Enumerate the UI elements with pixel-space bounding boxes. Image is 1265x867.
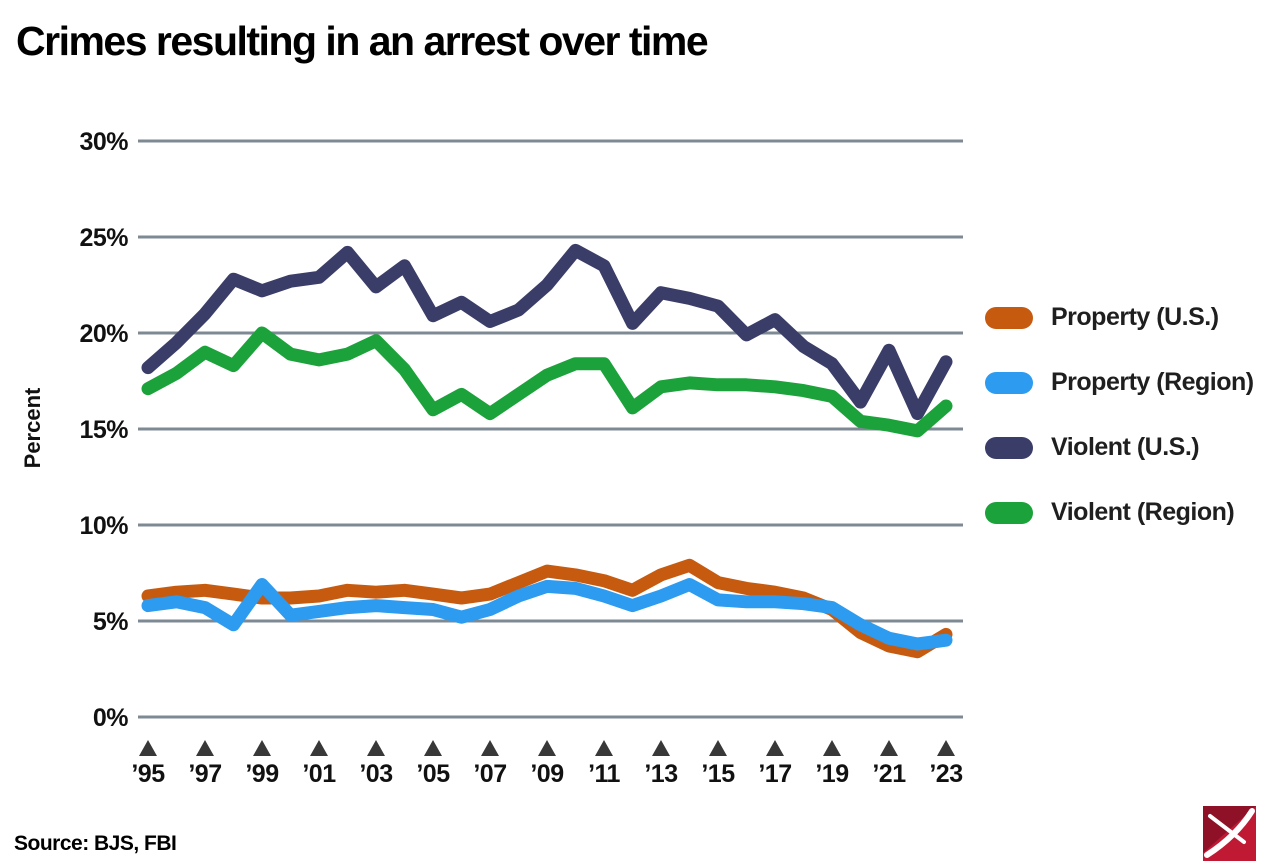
x-tick-label: ’17 [758, 760, 791, 788]
legend-swatch-icon [985, 436, 1033, 459]
legend-item-property-region-: Property (Region) [985, 368, 1254, 397]
x-tick-triangle-icon [538, 740, 556, 756]
y-tick-label: 20% [79, 320, 128, 348]
publisher-logo-icon [1203, 806, 1256, 861]
x-tick-label: ’15 [701, 760, 735, 788]
x-tick-triangle-icon [253, 740, 271, 756]
x-tick-triangle-icon [880, 740, 898, 756]
y-tick-label: 0% [93, 704, 128, 732]
y-tick-label: 5% [93, 608, 128, 636]
x-tick-triangle-icon [709, 740, 727, 756]
x-tick-label: ’03 [359, 760, 392, 788]
x-tick-triangle-icon [196, 740, 214, 756]
legend-swatch-icon [985, 371, 1033, 394]
legend-item-violent-u-s-: Violent (U.S.) [985, 433, 1254, 462]
legend-swatch-icon [985, 501, 1033, 524]
x-tick-label: ’23 [929, 760, 962, 788]
legend-label: Violent (Region) [1051, 498, 1235, 526]
chart-legend: Property (U.S.) Property (Region) Violent … [985, 303, 1254, 527]
x-tick-label: ’19 [815, 760, 848, 788]
x-tick-triangle-icon [424, 740, 442, 756]
x-tick-triangle-icon [823, 740, 841, 756]
y-tick-label: 10% [79, 512, 128, 540]
x-tick-triangle-icon [481, 740, 499, 756]
x-tick-label: ’11 [588, 760, 620, 788]
series-line-violent-region- [141, 326, 953, 438]
x-tick-label: ’99 [245, 760, 278, 788]
x-tick-triangle-icon [766, 740, 784, 756]
x-tick-triangle-icon [595, 740, 613, 756]
x-tick-triangle-icon [310, 740, 328, 756]
y-tick-label: 30% [79, 128, 128, 156]
x-tick-label: ’95 [131, 760, 165, 788]
x-tick-triangle-icon [652, 740, 670, 756]
series-line-violent-u-s- [141, 243, 953, 421]
x-tick-label: ’01 [302, 760, 336, 788]
x-tick-label: ’05 [416, 760, 450, 788]
x-tick-triangle-icon [139, 740, 157, 756]
x-tick-label: ’21 [872, 760, 906, 788]
y-tick-label: 25% [79, 224, 128, 252]
series-line-property-region- [141, 578, 953, 651]
legend-label: Property (U.S.) [1051, 303, 1219, 331]
legend-item-violent-region-: Violent (Region) [985, 498, 1254, 527]
legend-swatch-icon [985, 306, 1033, 329]
legend-item-property-u-s-: Property (U.S.) [985, 303, 1254, 332]
chart-title: Crimes resulting in an arrest over time [16, 18, 709, 64]
x-tick-label: ’13 [644, 760, 677, 788]
source-credit: Source: BJS, FBI [14, 832, 177, 855]
x-tick-label: ’07 [473, 760, 506, 788]
legend-label: Violent (U.S.) [1051, 433, 1200, 461]
legend-label: Property (Region) [1051, 368, 1254, 396]
x-tick-label: ’09 [530, 760, 563, 788]
x-tick-label: ’97 [188, 760, 221, 788]
y-tick-label: 15% [79, 416, 128, 444]
x-tick-triangle-icon [937, 740, 955, 756]
x-tick-triangle-icon [367, 740, 385, 756]
y-axis-label: Percent [20, 387, 45, 468]
